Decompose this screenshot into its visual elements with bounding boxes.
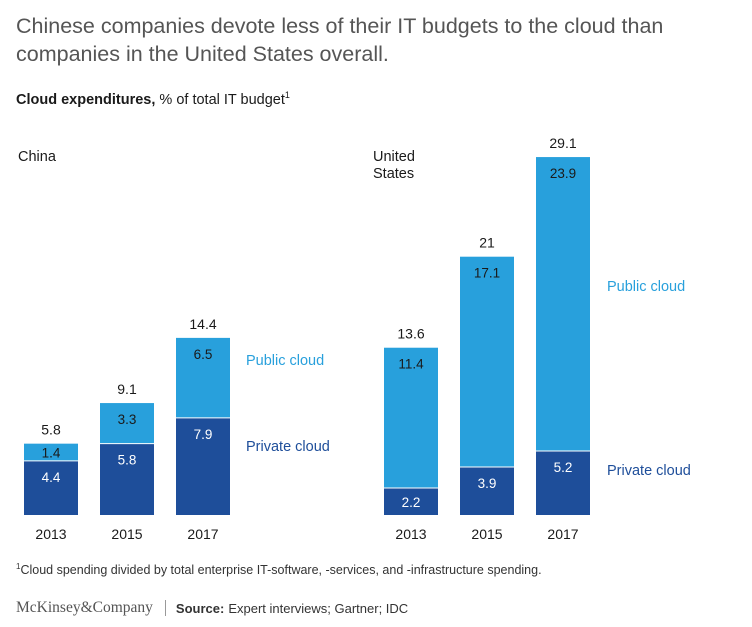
value-label-private: 7.9 [194,427,213,442]
total-label: 29.1 [549,135,576,151]
bar-private-cloud [460,467,514,515]
panel-label: United [373,149,415,165]
bar-public-cloud [460,256,514,468]
value-label-private: 5.2 [554,460,573,475]
series-label-private-cloud: Private cloud [607,463,691,479]
x-tick-label: 2013 [395,526,426,542]
footnote: 1Cloud spending divided by total enterpr… [16,562,542,577]
bar-private-cloud [536,451,590,515]
bar-public-cloud [100,403,154,444]
x-tick-label: 2015 [111,526,142,542]
bar-private-cloud [384,487,438,515]
value-label-private: 3.9 [478,476,497,491]
subtitle-note-mark: 1 [284,90,290,100]
panel-label: States [373,166,414,182]
value-label-public: 3.3 [118,412,137,427]
bar-public-cloud [176,337,230,418]
x-tick-label: 2017 [547,526,578,542]
footnote-text: Cloud spending divided by total enterpri… [20,563,542,578]
footnote-mark: 1 [16,562,21,571]
subtitle-unit: % of total IT budget [155,91,285,108]
series-label-public-cloud: Public cloud [246,353,324,369]
bar-private-cloud [24,460,78,515]
value-label-public: 23.9 [550,166,576,181]
panel-label: China [18,149,57,165]
value-label-private: 5.8 [118,453,137,468]
value-label-private: 2.2 [402,495,421,510]
mckinsey-logo: McKinsey&Company [16,599,153,616]
subtitle-lead: Cloud expenditures, [16,91,156,108]
bar-private-cloud [176,417,230,515]
total-label: 21 [479,235,495,251]
value-label-public: 6.5 [194,347,213,362]
chart-subtitle: Cloud expenditures, % of total IT budget… [16,90,290,108]
source-label: Source: [175,600,225,616]
chart-title: Chinese companies devote less of their I… [16,14,664,66]
value-label-private: 4.4 [42,470,61,485]
bar-public-cloud [24,443,78,461]
total-label: 5.8 [41,422,61,438]
value-label-public: 1.4 [42,445,61,460]
x-tick-label: 2015 [471,526,502,542]
source-text: Expert interviews; Gartner; IDC [228,600,409,616]
total-label: 13.6 [397,326,424,342]
total-label: 9.1 [117,381,137,397]
series-label-public-cloud: Public cloud [607,279,685,295]
series-label-private-cloud: Private cloud [246,439,330,455]
value-label-public: 11.4 [398,357,424,372]
x-tick-label: 2013 [35,526,66,542]
stacked-bar-chart: China 4.4 1.4 5.8 2013 5.8 3.3 9.1 2015 7.9 6.5 14.… [18,135,691,542]
bar-public-cloud [536,157,590,452]
divider [164,600,166,616]
attribution: McKinsey&Company Source: Expert intervie… [16,599,408,617]
total-label: 14.4 [189,316,216,332]
bar-public-cloud [384,347,438,488]
x-tick-label: 2017 [187,526,218,542]
value-label-public: 17.1 [474,266,500,281]
bar-private-cloud [100,443,154,515]
